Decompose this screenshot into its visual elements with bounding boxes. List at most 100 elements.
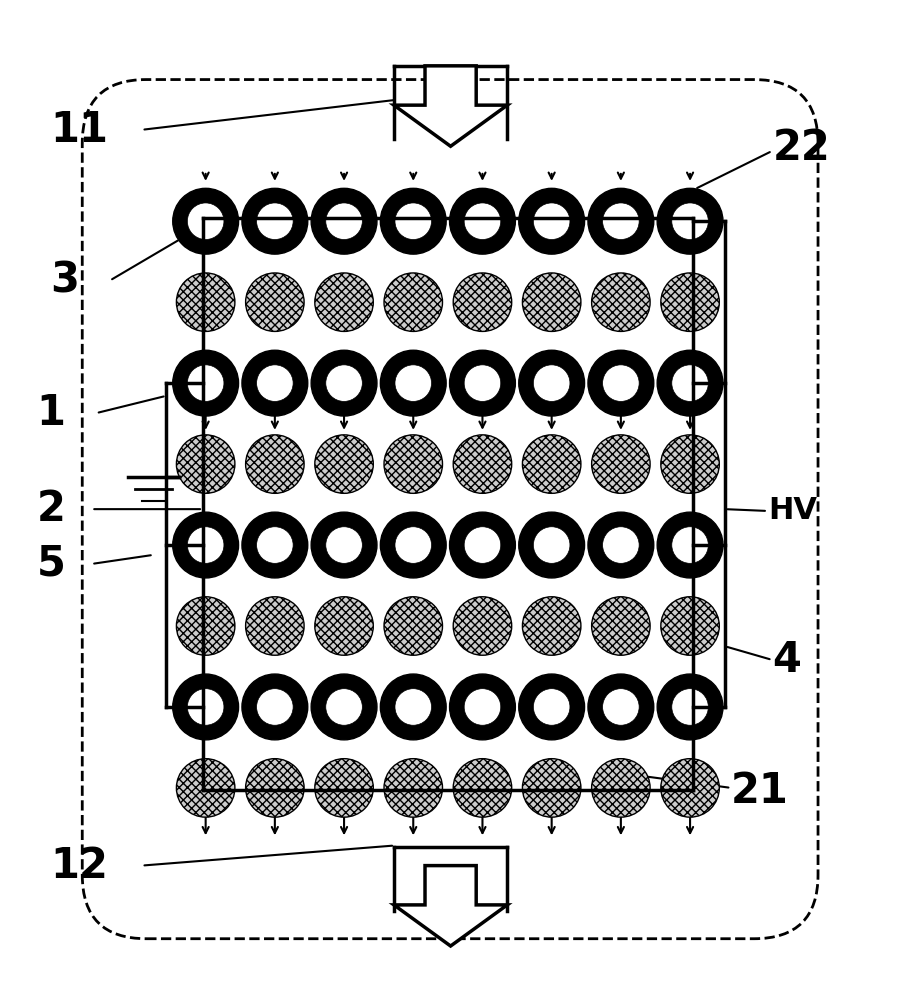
Circle shape xyxy=(257,527,293,563)
Circle shape xyxy=(176,759,235,817)
Circle shape xyxy=(450,512,515,578)
Circle shape xyxy=(657,350,723,416)
Circle shape xyxy=(591,759,650,817)
Text: 2: 2 xyxy=(37,488,66,530)
Circle shape xyxy=(187,527,224,563)
Circle shape xyxy=(384,273,442,331)
Circle shape xyxy=(588,512,654,578)
Circle shape xyxy=(314,759,373,817)
Circle shape xyxy=(661,597,719,655)
Circle shape xyxy=(661,273,719,331)
Circle shape xyxy=(314,273,373,331)
Circle shape xyxy=(464,365,501,401)
Circle shape xyxy=(314,435,373,493)
Circle shape xyxy=(242,350,308,416)
Circle shape xyxy=(384,759,442,817)
Circle shape xyxy=(591,273,650,331)
Circle shape xyxy=(395,365,431,401)
Circle shape xyxy=(657,188,723,254)
Circle shape xyxy=(311,188,377,254)
Circle shape xyxy=(657,674,723,740)
Circle shape xyxy=(257,203,293,240)
Circle shape xyxy=(519,188,585,254)
Circle shape xyxy=(311,512,377,578)
Polygon shape xyxy=(394,66,507,146)
Circle shape xyxy=(672,527,708,563)
Circle shape xyxy=(450,674,515,740)
Circle shape xyxy=(464,689,501,725)
Circle shape xyxy=(523,273,581,331)
Circle shape xyxy=(464,203,501,240)
Circle shape xyxy=(453,273,512,331)
Circle shape xyxy=(380,674,446,740)
Circle shape xyxy=(395,689,431,725)
Circle shape xyxy=(246,273,304,331)
Circle shape xyxy=(311,350,377,416)
Circle shape xyxy=(176,273,235,331)
Circle shape xyxy=(453,597,512,655)
Text: 3: 3 xyxy=(50,260,80,302)
Circle shape xyxy=(384,435,442,493)
Circle shape xyxy=(523,435,581,493)
Circle shape xyxy=(242,512,308,578)
Circle shape xyxy=(173,674,239,740)
Circle shape xyxy=(246,435,304,493)
Text: 12: 12 xyxy=(50,845,108,887)
Circle shape xyxy=(602,527,639,563)
Text: 22: 22 xyxy=(772,127,830,169)
Circle shape xyxy=(246,597,304,655)
Circle shape xyxy=(384,597,442,655)
Circle shape xyxy=(534,203,570,240)
Circle shape xyxy=(173,350,239,416)
Text: 11: 11 xyxy=(50,109,108,151)
Circle shape xyxy=(523,759,581,817)
Circle shape xyxy=(380,512,446,578)
Circle shape xyxy=(242,188,308,254)
Circle shape xyxy=(311,674,377,740)
Text: 21: 21 xyxy=(731,770,789,812)
Circle shape xyxy=(450,188,515,254)
Circle shape xyxy=(534,527,570,563)
Circle shape xyxy=(519,674,585,740)
Circle shape xyxy=(395,527,431,563)
Circle shape xyxy=(519,512,585,578)
Circle shape xyxy=(246,759,304,817)
Circle shape xyxy=(672,203,708,240)
Circle shape xyxy=(395,203,431,240)
Circle shape xyxy=(173,512,239,578)
Circle shape xyxy=(591,435,650,493)
Circle shape xyxy=(176,597,235,655)
Circle shape xyxy=(380,350,446,416)
Circle shape xyxy=(519,350,585,416)
Polygon shape xyxy=(394,866,507,946)
Circle shape xyxy=(453,435,512,493)
Circle shape xyxy=(173,188,239,254)
Circle shape xyxy=(672,365,708,401)
Circle shape xyxy=(380,188,446,254)
Circle shape xyxy=(464,527,501,563)
Circle shape xyxy=(314,597,373,655)
Circle shape xyxy=(187,689,224,725)
Circle shape xyxy=(187,365,224,401)
Text: 4: 4 xyxy=(772,639,802,681)
Text: HV: HV xyxy=(768,496,817,525)
Circle shape xyxy=(588,674,654,740)
Text: 5: 5 xyxy=(37,543,66,585)
Circle shape xyxy=(325,203,362,240)
Circle shape xyxy=(325,689,362,725)
Circle shape xyxy=(588,350,654,416)
Circle shape xyxy=(325,527,362,563)
Circle shape xyxy=(661,435,719,493)
Circle shape xyxy=(588,188,654,254)
Circle shape xyxy=(523,597,581,655)
Circle shape xyxy=(176,435,235,493)
Circle shape xyxy=(242,674,308,740)
Circle shape xyxy=(534,365,570,401)
Circle shape xyxy=(602,689,639,725)
Circle shape xyxy=(534,689,570,725)
Circle shape xyxy=(602,203,639,240)
Circle shape xyxy=(657,512,723,578)
Circle shape xyxy=(591,597,650,655)
Text: 1: 1 xyxy=(37,392,66,434)
FancyBboxPatch shape xyxy=(82,80,818,939)
